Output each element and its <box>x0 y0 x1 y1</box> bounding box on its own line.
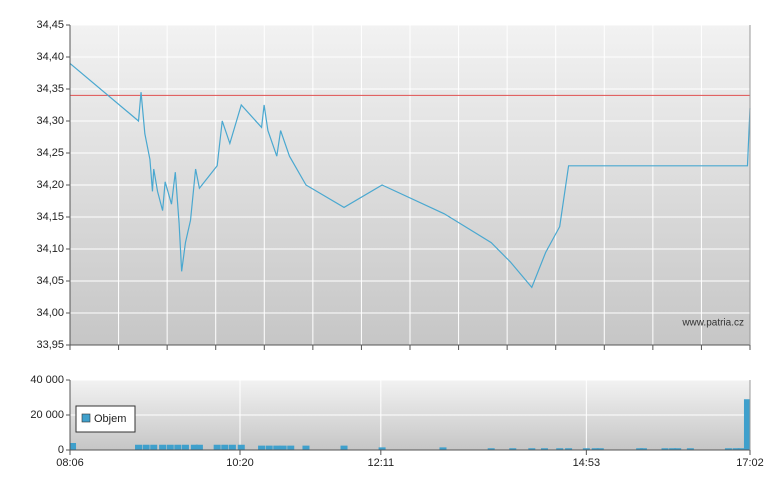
x-tick-label: 10:20 <box>226 457 254 469</box>
x-tick-label: 08:06 <box>56 457 84 469</box>
volume-bar <box>674 448 682 450</box>
volume-bar <box>724 448 732 450</box>
volume-bar <box>279 445 287 450</box>
volume-bar <box>174 444 182 450</box>
volume-bar <box>159 444 167 450</box>
volume-bar <box>237 444 245 450</box>
volume-bar <box>686 448 694 450</box>
volume-bar <box>639 448 647 450</box>
y-tick-label: 0 <box>58 444 64 456</box>
volume-bar <box>302 445 310 450</box>
volume-bar <box>273 445 281 450</box>
legend-swatch <box>81 413 91 423</box>
volume-bar <box>166 444 174 450</box>
y-tick-label: 40 000 <box>30 374 64 386</box>
y-tick-label: 34,05 <box>36 275 64 287</box>
volume-bar <box>340 445 348 450</box>
volume-bar <box>732 448 740 450</box>
volume-bar <box>556 448 564 450</box>
y-tick-label: 20 000 <box>30 409 64 421</box>
x-tick-label: 12:11 <box>367 457 394 469</box>
volume-bar <box>439 447 447 450</box>
y-tick-label: 34,15 <box>36 211 64 223</box>
volume-bar <box>596 448 604 450</box>
volume-bar <box>669 448 677 450</box>
y-tick-label: 34,10 <box>36 243 64 255</box>
volume-bar <box>743 399 750 450</box>
volume-bar <box>213 444 221 450</box>
volume-bar <box>487 448 495 450</box>
y-tick-label: 34,45 <box>36 19 64 31</box>
watermark: www.patria.cz <box>681 318 744 329</box>
y-tick-label: 34,35 <box>36 83 64 95</box>
y-tick-label: 33,95 <box>36 339 64 351</box>
volume-bar <box>565 448 573 450</box>
volume-bar <box>540 448 548 450</box>
volume-bar <box>591 448 599 450</box>
volume-bar <box>378 447 386 450</box>
y-tick-label: 34,30 <box>36 115 64 127</box>
x-tick-label: 14:53 <box>573 457 601 469</box>
y-tick-label: 34,40 <box>36 51 64 63</box>
volume-bar <box>135 444 143 450</box>
volume-bar <box>181 444 189 450</box>
volume-bar <box>509 448 517 450</box>
volume-bar <box>70 443 77 450</box>
volume-bar <box>582 448 590 450</box>
volume-bar <box>737 448 745 450</box>
volume-bar <box>190 444 198 450</box>
volume-bar <box>528 448 536 450</box>
y-tick-label: 34,25 <box>36 147 64 159</box>
volume-bar <box>142 444 150 450</box>
y-tick-label: 34,20 <box>36 179 64 191</box>
y-tick-label: 34,00 <box>36 307 64 319</box>
volume-bar <box>228 444 236 450</box>
x-tick-label: 17:02 <box>736 457 764 469</box>
volume-bar <box>265 445 273 450</box>
volume-bar <box>150 444 158 450</box>
price-line <box>69 62 751 289</box>
volume-bar <box>636 448 644 450</box>
legend-label: Objem <box>94 413 126 425</box>
volume-bar <box>661 448 669 450</box>
volume-bar <box>287 445 295 450</box>
volume-bar <box>258 445 266 450</box>
legend: Objem <box>75 405 136 433</box>
volume-bar <box>221 444 229 450</box>
volume-bar <box>195 444 203 450</box>
